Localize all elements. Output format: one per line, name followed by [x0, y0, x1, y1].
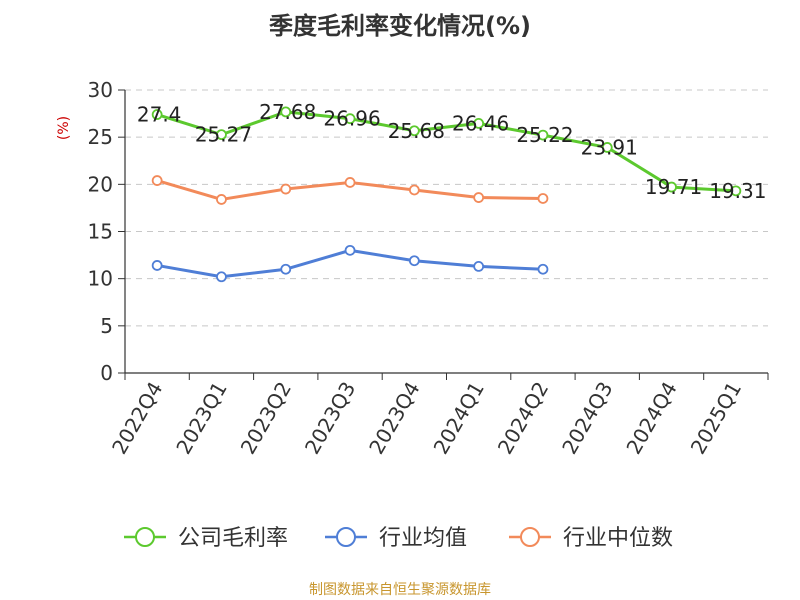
- data-point: [216, 129, 227, 141]
- data-point: [344, 177, 356, 188]
- source-note: 制图数据来自恒生聚源数据库: [309, 582, 491, 598]
- x-tick-label: 2024Q1: [429, 378, 489, 459]
- data-label: 19.71: [645, 175, 702, 199]
- y-tick-label: 0: [100, 361, 113, 385]
- data-point: [151, 109, 163, 120]
- data-label: 27.68: [259, 100, 316, 124]
- data-point: [666, 181, 677, 193]
- data-label: 25.68: [388, 119, 445, 143]
- legend-label: 行业均值: [379, 526, 467, 551]
- x-tick-label: 2024Q2: [493, 378, 553, 459]
- y-tick-label: 15: [88, 220, 113, 244]
- data-point: [473, 192, 485, 203]
- grid-lines: [125, 89, 768, 327]
- y-tick-labels: 0 5 10 15 20 25 30: [88, 78, 113, 385]
- y-tick-label: 5: [100, 314, 113, 338]
- data-point: [537, 263, 549, 275]
- data-point: [216, 271, 227, 283]
- x-tick-label: 2023Q2: [236, 378, 296, 459]
- x-tick-label: 2023Q1: [171, 378, 231, 459]
- data-point: [473, 261, 485, 272]
- legend-label: 行业中位数: [563, 526, 673, 551]
- data-point: [280, 183, 292, 195]
- y-axis-unit: (%): [56, 116, 72, 140]
- data-label: 26.96: [323, 107, 380, 131]
- data-point: [280, 106, 292, 118]
- data-point: [408, 184, 420, 196]
- legend-marker: [520, 527, 540, 547]
- legend: 公司毛利率 行业均值 行业中位数: [124, 526, 673, 551]
- data-point: [408, 255, 420, 267]
- data-label: 19.31: [709, 179, 766, 203]
- legend-marker: [336, 527, 356, 547]
- data-point: [601, 142, 613, 153]
- data-point: [344, 113, 356, 125]
- x-tick-label: 2024Q3: [557, 378, 617, 459]
- x-tick-label: 2023Q3: [300, 378, 360, 459]
- data-point: [216, 194, 227, 205]
- y-tick-label: 30: [88, 78, 113, 102]
- axes: [118, 89, 769, 380]
- data-point: [537, 129, 549, 141]
- data-point: [408, 125, 420, 137]
- y-tick-label: 10: [88, 267, 113, 291]
- x-tick-label: 2023Q4: [364, 378, 424, 459]
- data-point: [151, 260, 163, 271]
- data-point: [344, 244, 356, 256]
- data-point: [151, 175, 163, 186]
- series-line-0: [156, 110, 736, 193]
- data-label: 25.27: [195, 123, 252, 147]
- x-tick-labels: 2022Q4 2023Q1 2023Q2 2023Q3 2023Q4 2024Q1 2024…: [107, 378, 746, 459]
- data-labels: 27.4 25.27 27.68 26.96 25.68 26.46 25.22 23.91 1…: [137, 100, 767, 203]
- data-label: 25.22: [516, 123, 573, 147]
- x-tick-label: 2025Q1: [686, 378, 746, 459]
- data-label: 27.4: [137, 103, 182, 127]
- y-tick-label: 20: [88, 172, 113, 196]
- y-tick-label: 25: [88, 125, 113, 149]
- data-point: [730, 185, 742, 197]
- data-label: 26.46: [452, 111, 509, 135]
- data-point: [280, 263, 292, 275]
- x-tick-label: 2024Q4: [621, 378, 681, 459]
- x-tick-label: 2022Q4: [107, 378, 167, 459]
- chart-title: 季度毛利率变化情况(%): [269, 12, 531, 40]
- legend-marker: [135, 527, 155, 547]
- data-point: [537, 193, 549, 204]
- legend-label: 公司毛利率: [178, 526, 288, 551]
- data-point: [473, 117, 485, 129]
- series-layer: [151, 106, 742, 283]
- data-label: 23.91: [581, 135, 638, 159]
